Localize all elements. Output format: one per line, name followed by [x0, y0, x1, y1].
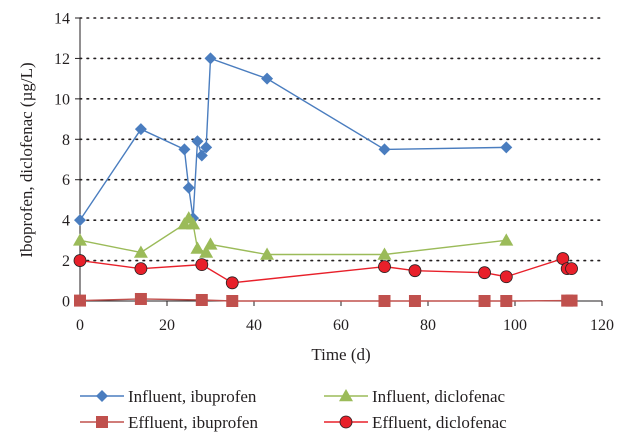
data-point-effluent-ibuprofen-9 — [565, 294, 578, 307]
data-point-influent-ibuprofen-3 — [182, 181, 195, 194]
data-point-influent-ibuprofen-1 — [134, 123, 147, 136]
legend-label-effluent-ibuprofen: Effluent, ibuprofen — [128, 413, 258, 432]
data-point-effluent-diclofenac-7 — [499, 270, 513, 284]
data-point-effluent-ibuprofen-2 — [195, 293, 208, 306]
legend-item-influent-diclofenac: Influent, diclofenac — [324, 387, 506, 406]
data-point-influent-diclofenac-6 — [199, 245, 214, 258]
y-axis-title: Iboprofen, diclofenac (µg/L) — [17, 62, 36, 257]
series-line-effluent-ibuprofen — [79, 298, 572, 302]
x-tick-label-40: 40 — [246, 317, 262, 334]
series-line-influent-ibuprofen — [79, 57, 507, 221]
data-point-influent-ibuprofen-10 — [378, 143, 391, 156]
x-tick-label-20: 20 — [159, 317, 175, 334]
x-axis-title: Time (d) — [311, 345, 370, 364]
legend-label-influent-ibuprofen: Influent, ibuprofen — [128, 387, 257, 406]
data-point-influent-diclofenac-5 — [190, 241, 205, 254]
data-point-influent-ibuprofen-5 — [191, 135, 204, 148]
y-tick-label-4: 4 — [62, 213, 70, 230]
x-tick-label-100: 100 — [503, 317, 527, 334]
y-tick-label-10: 10 — [54, 91, 70, 108]
data-point-influent-ibuprofen-7 — [200, 141, 213, 154]
y-tick-label-14: 14 — [54, 11, 70, 28]
legend-label-effluent-diclofenac: Effluent, diclofenac — [372, 413, 507, 432]
data-point-influent-diclofenac-10 — [499, 233, 514, 246]
data-point-effluent-diclofenac-6 — [478, 266, 491, 280]
legend-marker-influent-ibuprofen — [96, 390, 108, 402]
series-effluent-ibuprofen — [74, 292, 578, 307]
legend-marker-effluent-ibuprofen — [96, 416, 108, 428]
grid-layer — [79, 17, 603, 262]
y-tick-label-2: 2 — [62, 253, 70, 270]
data-point-influent-diclofenac-9 — [377, 247, 392, 260]
x-tick-label-80: 80 — [420, 317, 436, 334]
data-point-influent-ibuprofen-11 — [500, 141, 513, 154]
data-point-effluent-diclofenac-0 — [73, 254, 87, 267]
legend-marker-effluent-diclofenac — [339, 415, 353, 429]
data-point-effluent-diclofenac-4 — [378, 260, 391, 274]
data-point-effluent-ibuprofen-0 — [74, 294, 86, 307]
data-point-effluent-ibuprofen-7 — [500, 295, 513, 307]
data-point-effluent-diclofenac-1 — [134, 262, 148, 276]
data-point-effluent-diclofenac-5 — [408, 264, 422, 278]
series-influent-ibuprofen — [74, 52, 513, 227]
data-point-effluent-diclofenac-3 — [225, 276, 239, 290]
series-line-influent-diclofenac — [79, 216, 507, 256]
data-point-effluent-diclofenac-2 — [195, 258, 209, 272]
legend: Influent, ibuprofen Influent, diclofenac E… — [80, 387, 507, 432]
data-point-effluent-ibuprofen-1 — [134, 292, 147, 305]
series-effluent-diclofenac — [73, 252, 578, 290]
series-layer — [73, 52, 578, 307]
data-point-influent-ibuprofen-0 — [74, 214, 86, 227]
legend-marker-influent-diclofenac — [339, 389, 353, 402]
x-tick-label-120: 120 — [590, 317, 614, 334]
data-point-influent-diclofenac-0 — [73, 233, 87, 246]
y-tick-label-12: 12 — [54, 51, 70, 68]
series-influent-diclofenac — [73, 211, 514, 260]
data-point-influent-ibuprofen-2 — [178, 143, 191, 156]
legend-item-influent-ibuprofen: Influent, ibuprofen — [80, 387, 257, 406]
data-point-influent-ibuprofen-9 — [261, 72, 274, 85]
data-point-effluent-diclofenac-10 — [565, 262, 578, 276]
data-point-influent-diclofenac-1 — [133, 245, 148, 258]
legend-item-effluent-ibuprofen: Effluent, ibuprofen — [80, 413, 258, 432]
y-tick-label-8: 8 — [62, 132, 70, 149]
x-tick-label-0: 0 — [76, 317, 84, 334]
data-point-effluent-ibuprofen-6 — [478, 295, 491, 307]
series-line-effluent-diclofenac — [79, 257, 572, 284]
y-tick-label-6: 6 — [62, 172, 70, 189]
data-point-influent-diclofenac-4 — [186, 217, 201, 230]
data-point-influent-diclofenac-8 — [260, 247, 275, 260]
data-point-influent-ibuprofen-8 — [204, 52, 217, 65]
data-point-influent-ibuprofen-6 — [195, 149, 208, 162]
legend-label-influent-diclofenac: Influent, diclofenac — [372, 387, 506, 406]
y-tick-label-0: 0 — [62, 294, 70, 311]
data-point-effluent-ibuprofen-5 — [408, 295, 421, 307]
data-point-effluent-ibuprofen-3 — [226, 295, 239, 307]
data-point-influent-diclofenac-7 — [203, 237, 218, 250]
legend-item-effluent-diclofenac: Effluent, diclofenac — [324, 413, 507, 432]
data-point-effluent-ibuprofen-4 — [378, 295, 391, 307]
x-tick-label-60: 60 — [333, 317, 349, 334]
